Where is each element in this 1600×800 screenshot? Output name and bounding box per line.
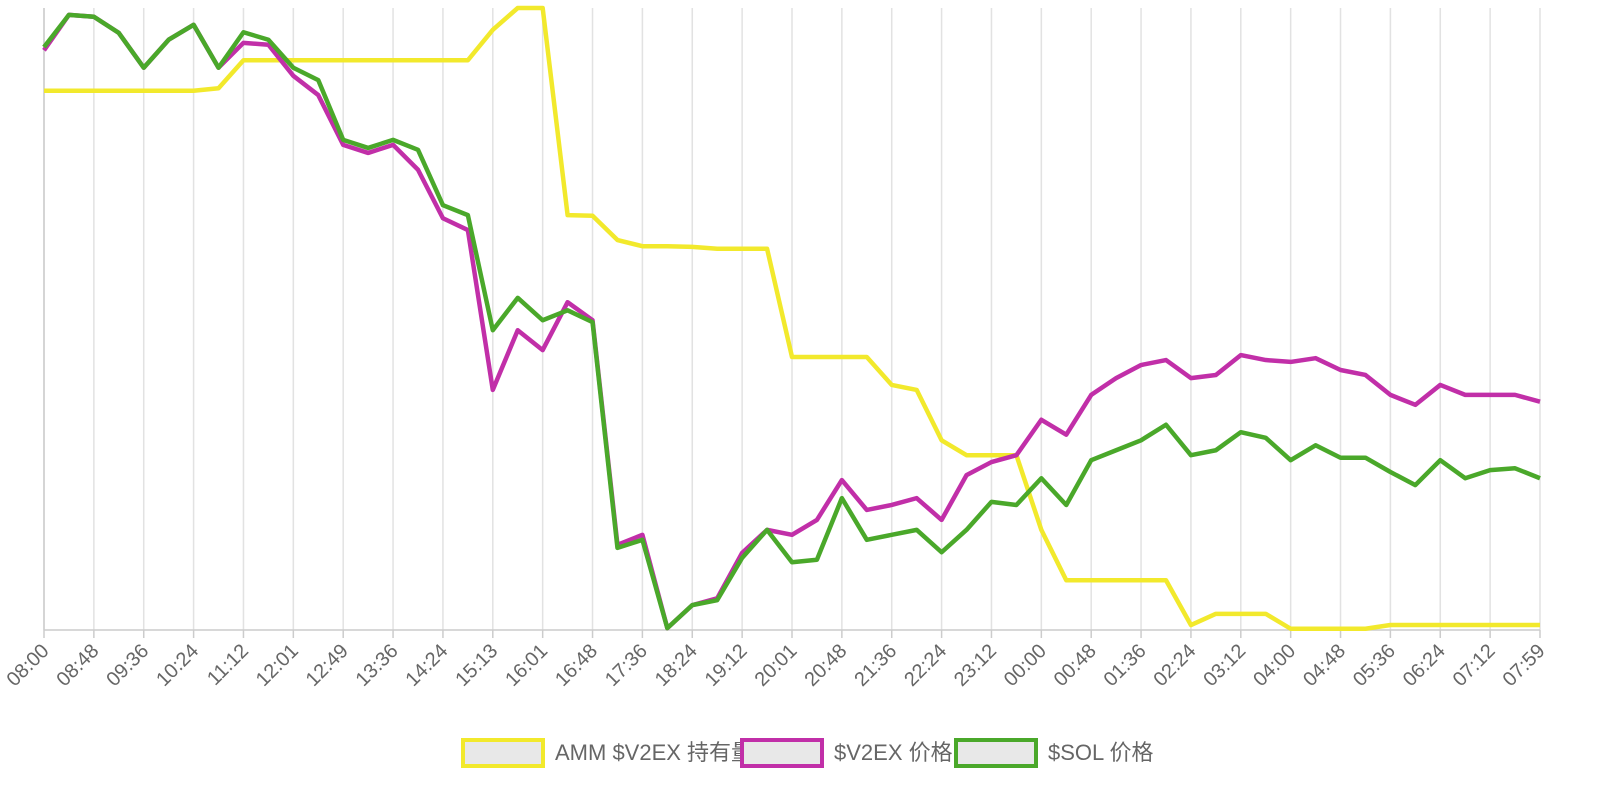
x-tick-label: 16:48 <box>551 640 602 691</box>
x-tick-label: 00:00 <box>1000 640 1051 691</box>
x-tick-label: 01:36 <box>1100 640 1151 691</box>
series-line <box>42 12 1541 631</box>
legend-swatch <box>461 738 545 768</box>
x-tick-label: 16:01 <box>501 640 552 691</box>
x-tick-label: 15:13 <box>451 640 502 691</box>
x-tick-label: 18:24 <box>651 640 702 691</box>
x-tick-label: 05:36 <box>1349 640 1400 691</box>
x-tick-label: 00:48 <box>1050 640 1101 691</box>
x-tick-label: 03:12 <box>1199 640 1250 691</box>
x-tick-label: 08:48 <box>52 640 103 691</box>
legend-label: AMM $V2EX 持有量 <box>555 740 753 765</box>
x-tick-label: 12:01 <box>252 640 303 691</box>
series-line <box>44 5 1540 632</box>
x-tick-label: 09:36 <box>102 640 153 691</box>
x-tick-label: 20:48 <box>800 640 851 691</box>
x-tick-label: 04:00 <box>1249 640 1300 691</box>
x-tick-label: 13:36 <box>352 640 403 691</box>
legend-label: $V2EX 价格 <box>834 740 953 765</box>
x-tick-label: 14:24 <box>402 640 453 691</box>
x-tick-label: 07:59 <box>1499 640 1550 691</box>
x-tick-label: 08:00 <box>3 640 54 691</box>
x-tick-label: 21:36 <box>850 640 901 691</box>
x-tick-label: 20:01 <box>751 640 802 691</box>
x-tick-label: 06:24 <box>1399 640 1450 691</box>
x-tick-label: 12:49 <box>302 640 353 691</box>
legend-swatch <box>954 738 1038 768</box>
series-line <box>42 12 1541 631</box>
x-tick-label: 11:12 <box>203 640 253 690</box>
x-tick-label: 19:12 <box>701 640 752 691</box>
legend-swatch <box>740 738 824 768</box>
x-tick-label: 17:36 <box>601 640 652 691</box>
x-tick-label: 04:48 <box>1299 640 1350 691</box>
x-tick-label: 07:12 <box>1449 640 1500 691</box>
x-tick-label: 22:24 <box>900 640 951 691</box>
x-tick-label: 02:24 <box>1150 640 1201 691</box>
x-tick-label: 23:12 <box>950 640 1001 691</box>
legend-label: $SOL 价格 <box>1048 740 1154 765</box>
x-tick-label: 10:24 <box>152 640 203 691</box>
legend: AMM $V2EX 持有量 $V2EX 价格 $SOL 价格 <box>461 738 1154 768</box>
